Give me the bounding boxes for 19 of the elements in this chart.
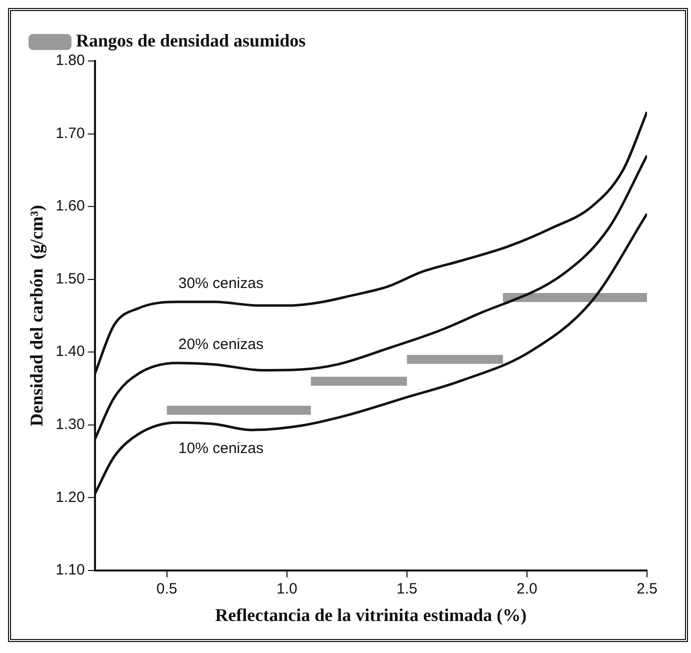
legend-label: Rangos de densidad asumidos — [76, 30, 306, 51]
y-tick-label: 1.20 — [56, 488, 85, 506]
y-axis-title: Densidad del carbón (g/cm³) — [26, 204, 46, 426]
x-tick-label: 2.5 — [636, 580, 658, 598]
x-tick-label: 0.5 — [156, 580, 178, 598]
x-tick-label: 1.0 — [276, 580, 298, 598]
y-tick-label: 1.50 — [56, 270, 85, 288]
y-tick-label: 1.10 — [56, 562, 85, 579]
series-label: 10% cenizas — [178, 440, 264, 457]
y-tick-label: 1.80 — [56, 52, 85, 70]
x-tick-label: 2.0 — [516, 580, 538, 598]
y-tick-label: 1.40 — [56, 343, 85, 360]
series-label: 20% cenizas — [178, 336, 264, 354]
series-label: 30% cenizas — [178, 275, 264, 292]
y-tick-label: 1.30 — [56, 416, 85, 433]
x-axis-title: Reflectancia de la vitrinita estimada (%) — [215, 604, 527, 625]
x-tick-label: 1.5 — [396, 580, 418, 598]
y-tick-label: 1.70 — [56, 124, 85, 142]
y-tick-label: 1.60 — [56, 198, 85, 215]
